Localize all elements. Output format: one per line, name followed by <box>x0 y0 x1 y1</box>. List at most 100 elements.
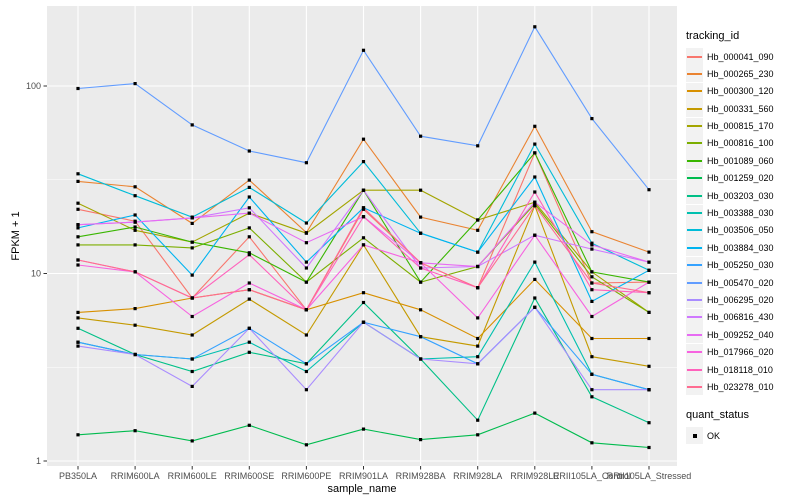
legend-item: Hb_000816_100 <box>686 134 800 152</box>
data-point <box>647 188 651 192</box>
legend-item-label: OK <box>707 430 721 441</box>
data-point <box>361 48 366 52</box>
data-point <box>590 243 594 247</box>
data-point <box>419 438 423 442</box>
data-point <box>533 151 537 155</box>
y-axis-title: FPKM + 1 <box>10 211 22 261</box>
legend-key <box>686 152 703 170</box>
x-tick-label: RRIM928LE <box>510 471 559 481</box>
legend-key-line-icon <box>687 142 702 145</box>
data-point <box>304 161 308 165</box>
x-tick-label: RRII105LA_Stressed <box>607 471 692 481</box>
data-point <box>647 445 651 450</box>
data-point <box>76 201 80 205</box>
legend-item: Hb_000041_090 <box>686 48 800 65</box>
data-point <box>361 291 366 295</box>
data-point <box>647 250 651 254</box>
legend-key-line-icon <box>687 90 702 93</box>
legend-key-line-icon <box>687 351 702 354</box>
data-point <box>590 241 594 245</box>
data-point <box>133 270 137 274</box>
x-tick-label: RRIM901LA <box>339 471 388 481</box>
data-point <box>476 433 480 437</box>
data-point <box>304 266 308 270</box>
legend-item-label: Hb_000041_090 <box>707 51 774 62</box>
data-point <box>76 326 80 330</box>
data-point <box>419 335 423 339</box>
data-point <box>304 241 308 245</box>
data-point <box>247 288 251 292</box>
x-tick-label: RRIM600LE <box>168 471 217 481</box>
x-axis-title: sample_name <box>327 483 397 495</box>
x-tick-label: RRII105LA_Control <box>553 471 631 481</box>
data-point <box>304 333 308 337</box>
data-point <box>76 310 80 314</box>
legend-key <box>686 378 703 396</box>
data-point <box>247 297 251 301</box>
data-point <box>304 443 308 447</box>
data-point <box>533 142 537 146</box>
data-point <box>190 296 194 300</box>
data-point <box>533 124 537 128</box>
legend-item: Hb_003388_030 <box>686 204 800 222</box>
data-point <box>247 350 251 354</box>
data-point <box>361 160 366 164</box>
data-point <box>476 362 480 366</box>
legend-key <box>686 361 703 379</box>
data-point <box>133 243 137 247</box>
legend-item-label: Hb_000331_560 <box>707 103 774 114</box>
data-point <box>590 395 594 399</box>
legend-key <box>686 48 703 65</box>
data-point <box>533 25 537 29</box>
data-point <box>419 215 423 219</box>
legend-item-label: Hb_001259_020 <box>707 173 774 184</box>
legend-key-line-icon <box>687 125 702 128</box>
data-point <box>533 233 537 237</box>
data-point <box>76 86 80 91</box>
data-point <box>361 427 366 431</box>
data-point <box>190 216 194 220</box>
data-point <box>533 296 537 300</box>
data-point <box>476 418 480 422</box>
data-point <box>647 364 651 368</box>
data-point <box>190 123 194 127</box>
legend-item: Hb_000265_230 <box>686 65 800 83</box>
data-point <box>247 206 251 210</box>
legend-item-quant: OK <box>686 427 800 445</box>
data-point <box>304 280 308 284</box>
data-point <box>76 226 80 230</box>
data-point <box>76 207 80 211</box>
data-point <box>76 223 80 227</box>
legend-item: Hb_000300_120 <box>686 82 800 100</box>
data-point <box>76 172 80 176</box>
data-point <box>476 144 480 148</box>
x-tick-label: RRIM600LA <box>111 471 160 481</box>
legend-key-line-icon <box>687 177 702 180</box>
legend-item: Hb_000815_170 <box>686 117 800 135</box>
legend-key-line-icon <box>687 316 702 319</box>
legend-key <box>686 256 703 274</box>
data-point <box>533 277 537 281</box>
legend-item-label: Hb_003884_030 <box>707 242 774 253</box>
legend-tracking-items: Hb_000041_090 Hb_000265_230 Hb_000300_120 H… <box>686 48 800 396</box>
data-point <box>647 336 651 341</box>
data-point <box>190 439 194 443</box>
legend-item: Hb_003884_030 <box>686 239 800 257</box>
data-point <box>190 357 194 361</box>
data-point <box>76 433 80 437</box>
legend-item-label: Hb_006295_020 <box>707 294 774 305</box>
data-point <box>361 300 366 305</box>
data-point <box>76 316 80 320</box>
data-point <box>476 228 480 232</box>
data-point <box>590 275 594 279</box>
y-tick-label: 1 <box>36 456 41 466</box>
legend-key-line-icon <box>687 229 702 232</box>
legend-key <box>686 100 703 118</box>
data-point <box>304 231 308 235</box>
legend-key-line-icon <box>687 194 702 197</box>
data-point <box>476 218 480 222</box>
data-point <box>247 226 251 230</box>
data-point <box>247 423 251 427</box>
data-point <box>419 308 423 312</box>
legend-item: Hb_005250_030 <box>686 256 800 274</box>
